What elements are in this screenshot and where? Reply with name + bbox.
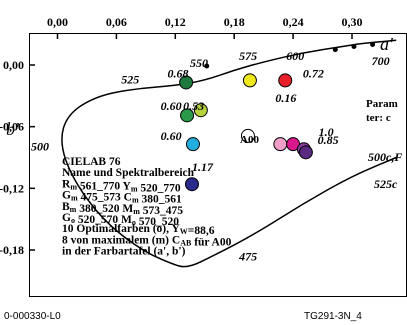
wavelength-labels: 700 600 575 550 525 500 475 (31, 49, 390, 263)
point-cyan (185, 137, 200, 152)
x-tick-label: 0,06 (106, 15, 127, 29)
y-tick-label: 0,00 (3, 58, 24, 72)
point-pink (273, 137, 288, 152)
wavelength-label: 475 (238, 249, 257, 263)
locus-marker (332, 47, 338, 53)
legend-line: Go 520_570 Mo 570_520 (62, 212, 179, 228)
point-white-A00 (240, 128, 255, 143)
spectral-locus-curve (61, 39, 397, 268)
footer-left: 0-000330-L0 (4, 311, 61, 322)
y-axis-label: b' (6, 119, 20, 139)
value-label: 0.60 (161, 129, 182, 143)
value-label: 1.17 (192, 160, 214, 174)
legend-line: Bm 380_520 Mm 573_475 (62, 201, 183, 217)
right-label-2: 525c (374, 177, 398, 191)
param-line-2: ter: c (366, 112, 391, 124)
legend-line: Name und Spektralbereich (62, 167, 195, 179)
legend-line: CIELAB 76 (62, 156, 121, 168)
legend-line: 8 von maximalem (m) CAB für A00 (62, 234, 232, 248)
point-green (180, 108, 195, 123)
value-label: 0.53 (183, 99, 204, 113)
color-points (179, 73, 313, 192)
locus-marker (370, 41, 376, 47)
value-label: 0.16 (275, 91, 296, 105)
y-tick-label: -0,06 (0, 120, 24, 134)
locus-marker (204, 63, 210, 69)
footer-right: TG291-3N_4 (304, 311, 362, 322)
point-dark-green (179, 75, 194, 90)
locus-marker (351, 44, 357, 49)
param-line-1: Param (366, 98, 398, 110)
x-tick-label: 0,18 (224, 15, 245, 29)
wavelength-label: 550 (190, 56, 208, 70)
x-tick-label: 0,12 (165, 15, 186, 29)
y-tick-label: -0,18 (0, 243, 24, 257)
x-tick-label: 0,00 (47, 15, 68, 29)
point-red (278, 73, 293, 88)
y-tick-label: -0,12 (0, 181, 24, 195)
wavelength-label: 700 (372, 54, 390, 68)
a00-label: A00 (240, 134, 259, 146)
spectral-locus-markers (204, 41, 376, 69)
wavelength-label: 500 (31, 139, 49, 153)
point-blue (184, 177, 199, 192)
value-label: 0.60 (161, 99, 182, 113)
point-yellow-green (193, 103, 208, 118)
right-label-1: 500c,F (368, 150, 402, 164)
value-label: 0.68 (167, 66, 188, 80)
point-yellow (242, 73, 257, 88)
legend-line: 10 Optimalfarben (o), YW=88,6 (62, 223, 215, 237)
wavelength-label: 600 (286, 49, 304, 63)
y-axis-ticks: 0,00 -0,06 -0,12 -0,18 (0, 58, 35, 257)
value-labels: 0.68 0.720.160.60 0.530.60 1.00.851.17 (161, 66, 339, 174)
value-label: 1.0 (319, 125, 334, 139)
legend-line: Rm 561_770 Ym 520_770 (62, 178, 181, 194)
value-label: 0.85 (318, 133, 339, 147)
legend-line: in der Farbartafel (a', b') (62, 246, 186, 258)
point-violet-dark (298, 145, 313, 160)
x-tick-label: 0,24 (283, 15, 304, 29)
x-axis-ticks: 0,00 0,06 0,12 0,18 0,24 0,30 (47, 15, 363, 39)
wavelength-label: 575 (239, 49, 257, 63)
x-tick-label: 0,30 (342, 15, 363, 29)
legend-line: Gm 475_573 Cm 380_561 (62, 190, 182, 206)
value-label: 0.72 (303, 66, 324, 80)
wavelength-label: 525 (121, 73, 139, 87)
x-axis-label: a' (380, 34, 394, 54)
